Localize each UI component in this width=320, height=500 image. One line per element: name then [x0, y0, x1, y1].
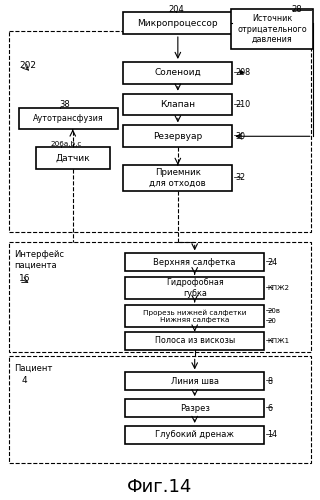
Bar — [9, 31, 311, 232]
Bar — [123, 12, 232, 34]
Bar — [36, 147, 110, 169]
Text: Разрез: Разрез — [180, 404, 210, 412]
Text: 20в: 20в — [267, 308, 280, 314]
Bar — [19, 108, 118, 130]
Bar — [125, 372, 264, 390]
Text: Датчик: Датчик — [55, 154, 90, 162]
Text: КПЖ1: КПЖ1 — [267, 338, 289, 344]
Bar — [125, 426, 264, 444]
Text: Микропроцессор: Микропроцессор — [138, 18, 218, 28]
Text: Клапан: Клапан — [160, 100, 196, 109]
Text: Соленоид: Соленоид — [155, 68, 201, 78]
Text: пациента: пациента — [14, 260, 57, 270]
Text: 32: 32 — [235, 174, 245, 182]
Text: Гидрофобная
губка: Гидрофобная губка — [166, 278, 224, 297]
Text: Приемник
для отходов: Приемник для отходов — [149, 168, 206, 188]
Text: 8: 8 — [267, 377, 272, 386]
Text: Резервуар: Резервуар — [153, 132, 203, 141]
Text: КПЖ2: КПЖ2 — [267, 285, 289, 291]
Bar — [125, 277, 264, 299]
Bar — [125, 305, 264, 326]
Bar — [125, 254, 264, 271]
Bar — [125, 332, 264, 349]
Text: 6: 6 — [267, 404, 272, 412]
Text: Аутотрансфузия: Аутотрансфузия — [33, 114, 104, 123]
Text: Пациент: Пациент — [14, 364, 53, 373]
Bar — [9, 242, 311, 352]
Text: 206а,b,c: 206а,b,c — [51, 141, 82, 147]
Text: 210: 210 — [235, 100, 251, 109]
Text: 14: 14 — [267, 430, 277, 440]
Text: 30: 30 — [235, 132, 245, 141]
Bar — [125, 399, 264, 417]
Text: 24: 24 — [267, 258, 277, 266]
Bar — [9, 356, 311, 463]
Text: 38: 38 — [59, 100, 70, 109]
Bar — [123, 165, 232, 191]
Text: 4: 4 — [21, 376, 27, 385]
Text: Интерфейс: Интерфейс — [14, 250, 64, 259]
Text: 208: 208 — [235, 68, 251, 78]
Text: 202: 202 — [19, 62, 36, 70]
Text: Прорезь нижней салфетки
Нижняя салфетка: Прорезь нижней салфетки Нижняя салфетка — [143, 309, 246, 322]
Bar — [231, 10, 313, 49]
Text: 16: 16 — [19, 274, 31, 282]
Bar — [123, 62, 232, 84]
Text: Верхняя салфетка: Верхняя салфетка — [154, 258, 236, 266]
Text: Линия шва: Линия шва — [171, 377, 219, 386]
Bar — [123, 94, 232, 116]
Text: Источник
отрицательного
давления: Источник отрицательного давления — [237, 14, 307, 44]
Text: 20: 20 — [267, 318, 276, 324]
Text: 204: 204 — [168, 5, 184, 14]
Text: Глубокий дренаж: Глубокий дренаж — [155, 430, 234, 440]
Text: Полоса из вискозы: Полоса из вискозы — [155, 336, 235, 345]
Text: Фиг.14: Фиг.14 — [127, 478, 193, 496]
Bar — [123, 126, 232, 147]
Text: 28: 28 — [292, 5, 302, 14]
